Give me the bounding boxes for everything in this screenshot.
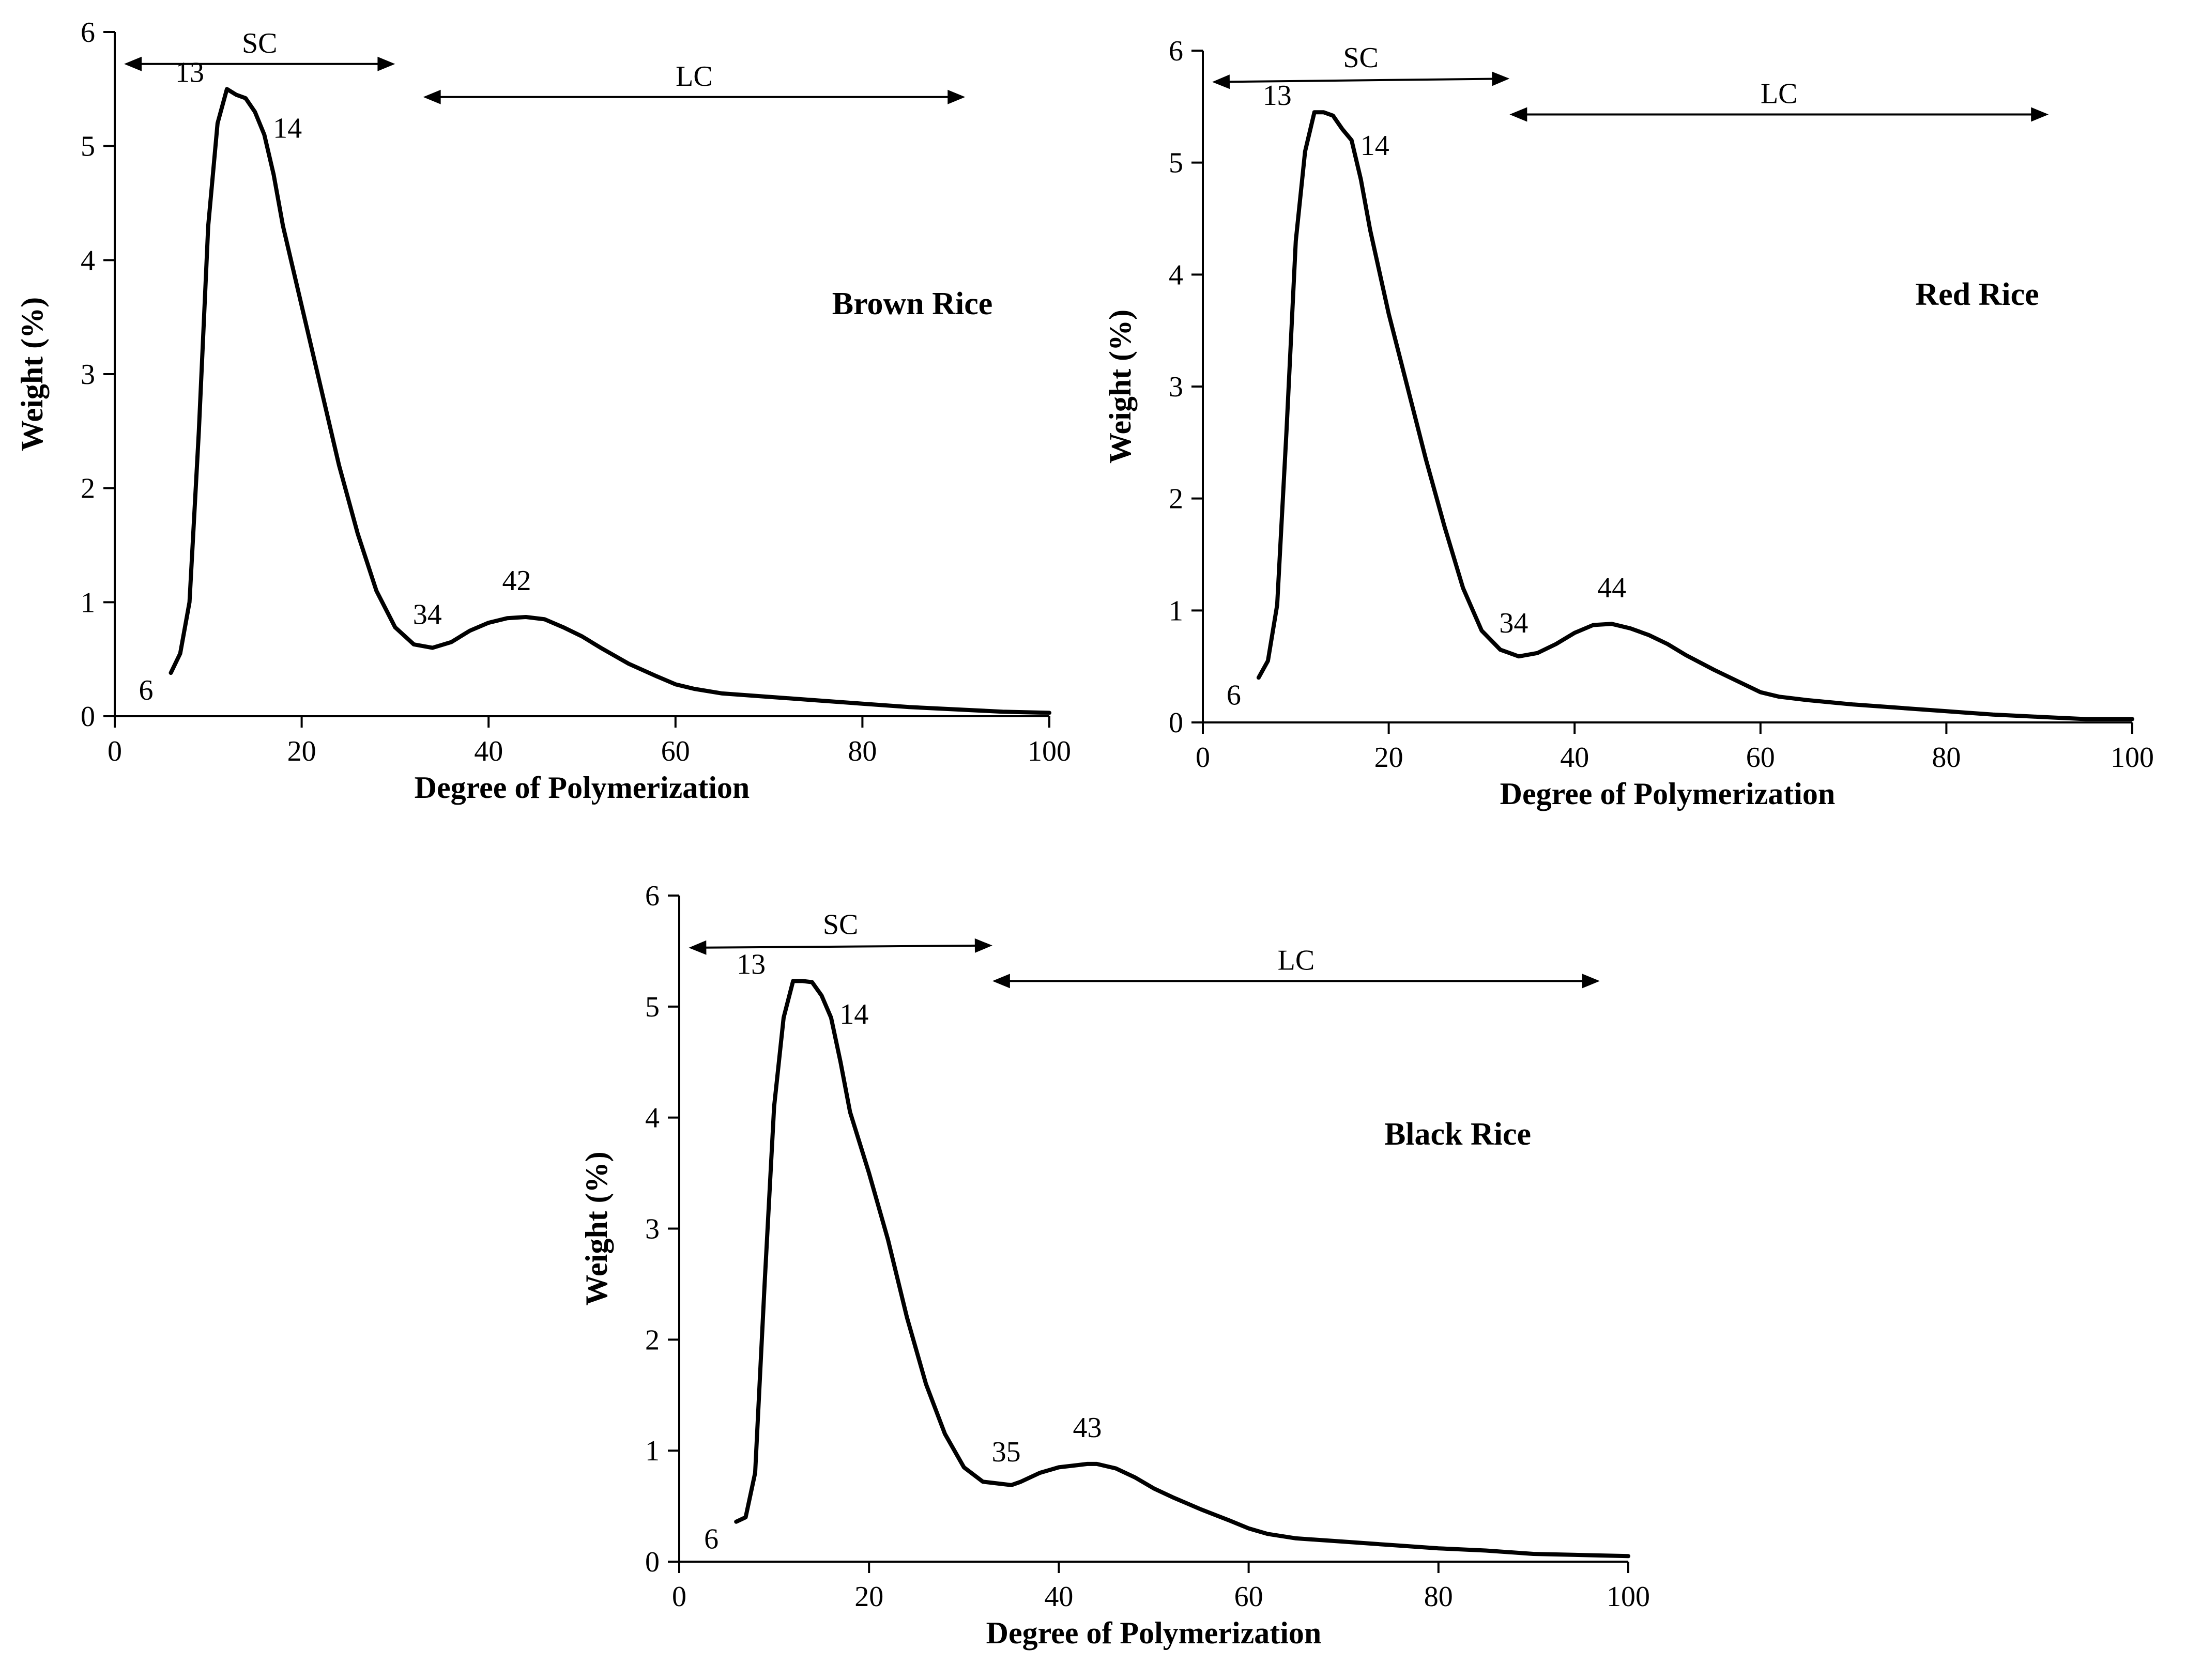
chart-2-range-sc-arrowhead-left xyxy=(689,940,707,955)
chart-0-y-tick-label: 5 xyxy=(81,131,95,163)
chart-1-y-tick-label: 3 xyxy=(1169,371,1183,403)
chart-0-y-tick-label: 6 xyxy=(81,17,95,49)
chart-2-x-tick-label: 60 xyxy=(1234,1581,1263,1613)
chart-2-x-axis-title: Degree of Polymerization xyxy=(986,1616,1322,1650)
chart-0-y-tick-label: 2 xyxy=(81,473,95,505)
chart-2-range-sc-label: SC xyxy=(823,909,859,941)
chart-2-range-lc-arrowhead-right xyxy=(1582,974,1600,989)
chart-2-range-lc-label: LC xyxy=(1278,944,1315,976)
chart-1-range-lc-label: LC xyxy=(1761,78,1798,110)
chart-1-y-tick-label: 4 xyxy=(1169,259,1183,291)
chart-2-range-lc-arrowhead-left xyxy=(992,974,1010,989)
chart-2-x-tick-label: 80 xyxy=(1424,1581,1453,1613)
chart-2-y-tick-label: 4 xyxy=(645,1102,660,1134)
chart-2-range-sc-arrowhead-right xyxy=(974,938,992,953)
chart-0-range-lc-arrowhead-left xyxy=(423,89,441,104)
chart-0-range-lc-arrowhead-right xyxy=(947,89,966,104)
chart-0-x-tick-label: 80 xyxy=(848,735,877,767)
chart-1-annotation-13: 13 xyxy=(1263,80,1292,112)
chart-0-annotation-34: 34 xyxy=(413,599,442,631)
chart-0-series-brown-rice-line xyxy=(169,87,1051,715)
chart-2-x-tick-label: 100 xyxy=(1607,1581,1650,1613)
chart-0-x-tick-label: 60 xyxy=(661,735,690,767)
chart-2-annotation-6: 6 xyxy=(704,1523,719,1555)
chart-2-annotation-43: 43 xyxy=(1073,1412,1102,1444)
chart-0-x-tick-label: 100 xyxy=(1028,735,1071,767)
chart-1-range-lc-arrowhead-left xyxy=(1509,107,1527,122)
chart-2-title: Black Rice xyxy=(1384,1117,1531,1152)
chart-1-y-tick-label: 5 xyxy=(1169,147,1183,179)
chart-2-x-tick-label: 40 xyxy=(1044,1581,1073,1613)
chart-0-x-axis-title: Degree of Polymerization xyxy=(415,770,750,805)
chart-1-x-tick-label: 40 xyxy=(1560,742,1589,774)
chart-1-y-tick-label: 6 xyxy=(1169,35,1183,67)
chart-1-range-sc-arrow xyxy=(1226,78,1496,83)
chart-1-annotation-34: 34 xyxy=(1499,607,1528,639)
chart-2-x-tick-label: 20 xyxy=(854,1581,883,1613)
chart-1-range-sc-label: SC xyxy=(1343,42,1379,74)
chart-2-y-tick-label: 3 xyxy=(645,1213,660,1245)
chart-2-y-tick-label: 5 xyxy=(645,991,660,1023)
chart-0-y-tick-label: 1 xyxy=(81,587,95,619)
chart-2-y-axis-title: Weight (%) xyxy=(579,1151,614,1305)
chart-1-y-tick-label: 1 xyxy=(1169,595,1183,627)
chart-2-y-tick-label: 2 xyxy=(645,1324,660,1356)
chart-1-range-sc-arrowhead-left xyxy=(1212,74,1230,89)
chart-1-series-red-rice-line xyxy=(1256,110,2134,721)
chart-1-annotation-44: 44 xyxy=(1597,572,1626,604)
chart-2-series-black-rice-line xyxy=(734,979,1630,1559)
chart-2-annotation-14: 14 xyxy=(839,998,868,1030)
chart-0-annotation-42: 42 xyxy=(502,565,531,597)
chart-0-x-tick-label: 40 xyxy=(474,735,503,767)
chart-1-y-axis-title: Weight (%) xyxy=(1103,310,1137,464)
chart-2-y-tick-label: 6 xyxy=(645,880,660,912)
chart-0-x-tick-label: 20 xyxy=(287,735,316,767)
chart-2-range-sc-arrow xyxy=(702,944,979,949)
chart-1-y-tick-label: 0 xyxy=(1169,707,1183,739)
chart-1-title: Red Rice xyxy=(1915,277,2039,312)
chart-1-annotation-6: 6 xyxy=(1227,679,1241,711)
chart-1-y-tick-label: 2 xyxy=(1169,483,1183,515)
chart-0-y-tick-label: 0 xyxy=(81,701,95,733)
chart-2-y-tick-label: 0 xyxy=(645,1546,660,1578)
chart-1-annotation-14: 14 xyxy=(1360,130,1389,162)
chart-0-annotation-13: 13 xyxy=(175,56,204,88)
chart-2-annotation-13: 13 xyxy=(737,948,766,980)
chart-0-range-sc-label: SC xyxy=(242,27,278,59)
chart-1-x-tick-label: 60 xyxy=(1746,742,1775,774)
chart-1-x-tick-label: 20 xyxy=(1374,742,1403,774)
chart-1-range-lc-arrowhead-right xyxy=(2031,107,2049,122)
chart-1-x-axis-title: Degree of Polymerization xyxy=(1500,777,1836,811)
chart-0-annotation-14: 14 xyxy=(273,112,302,144)
chart-0-x-tick-label: 0 xyxy=(108,735,122,767)
chart-1-x-tick-label: 80 xyxy=(1932,742,1961,774)
chart-1-x-tick-label: 100 xyxy=(2111,742,2154,774)
chart-1-range-sc-arrowhead-right xyxy=(1492,71,1510,86)
chart-2-y-tick-label: 1 xyxy=(645,1435,660,1467)
chart-0-y-axis-title: Weight (%) xyxy=(15,297,49,451)
chart-0-range-sc-arrowhead-left xyxy=(124,56,142,71)
chart-0-range-lc-label: LC xyxy=(676,60,713,93)
chart-0-title: Brown Rice xyxy=(832,286,993,321)
chart-0-annotation-6: 6 xyxy=(139,674,153,706)
chart-2-x-tick-label: 0 xyxy=(672,1581,686,1613)
chart-0-y-tick-label: 4 xyxy=(81,244,95,276)
chart-0-range-sc-arrowhead-right xyxy=(377,56,395,71)
chart-2-annotation-35: 35 xyxy=(992,1436,1021,1468)
chart-1-x-tick-label: 0 xyxy=(1196,742,1210,774)
chart-0-y-tick-label: 3 xyxy=(81,359,95,391)
